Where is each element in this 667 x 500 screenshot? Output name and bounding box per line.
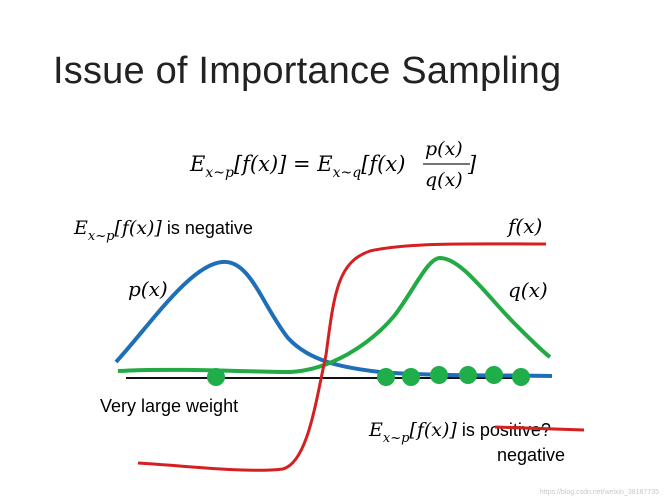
sample-point: [207, 368, 225, 386]
eq-lhs-sub: x~p: [205, 165, 234, 181]
strikethrough-line: [494, 425, 585, 432]
label-bottom-sub: x~p: [383, 431, 410, 446]
eq-rhs-sub: x~q: [333, 165, 362, 181]
eq-lhs-body: [f(x)] =: [234, 152, 317, 176]
eq-rhs-body: [f(x): [361, 152, 405, 176]
sample-point: [430, 366, 448, 384]
label-f-of-x: f(x): [506, 214, 542, 238]
label-top-body: [f(x)]: [114, 217, 162, 239]
slide-title: Issue of Importance Sampling: [53, 50, 562, 92]
eq-lhs-e: E: [189, 152, 205, 176]
watermark: https://blog.csdn.net/weixin_38187735: [539, 489, 659, 496]
label-top-e: E: [73, 217, 88, 239]
eq-rhs-e: E: [316, 152, 332, 176]
label-top-sub: x~p: [88, 229, 115, 244]
eq-close-bracket: ]: [467, 152, 477, 176]
label-bottom-body: [f(x)]: [409, 419, 457, 441]
equation-main: Ex~p[f(x)] = Ex~q[f(x): [189, 152, 405, 181]
p-of-x-curve: [114, 259, 553, 378]
sample-point: [402, 368, 420, 386]
label-expectation-positive: Ex~p[f(x)] is positive?: [368, 419, 551, 446]
label-bottom-struck: positive?: [480, 420, 551, 440]
label-very-large-weight: Very large weight: [100, 396, 238, 416]
sample-point: [485, 366, 503, 384]
eq-frac-numerator: p(x): [425, 138, 463, 160]
label-correction-negative: negative: [497, 445, 565, 465]
label-expectation-negative: Ex~p[f(x)] is negative: [73, 217, 253, 244]
q-of-x-curve: [117, 255, 552, 375]
sample-point: [459, 366, 477, 384]
label-bottom-e: E: [368, 419, 383, 441]
label-q-of-x: q(x): [508, 278, 548, 302]
sample-point: [377, 368, 395, 386]
sample-point: [512, 368, 530, 386]
eq-frac-denominator: q(x): [425, 169, 463, 191]
label-p-of-x: p(x): [128, 277, 168, 301]
label-bottom-is: is: [457, 420, 480, 440]
f-of-x-curve: [137, 242, 547, 472]
label-top-text: is negative: [162, 218, 253, 238]
